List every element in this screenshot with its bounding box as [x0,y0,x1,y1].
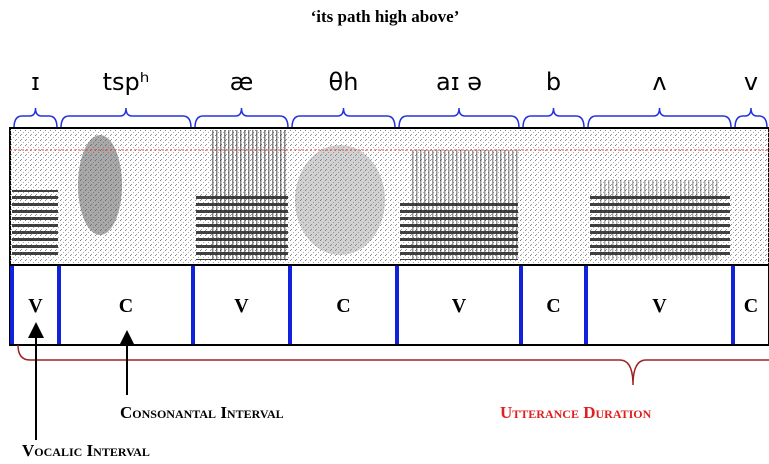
segment-label: ɪ [31,68,40,96]
utterance-bracket [18,345,769,385]
segment-label: æ [230,68,254,96]
segment-label: b [546,68,561,96]
segment-label: ʌ [652,68,666,96]
spectrogram [10,128,769,265]
interval-label: C [336,295,350,317]
diagram: ‘its path high above’ ɪ tspʰ æ θh aɪ ə b ʌ v V C… [0,0,769,464]
segment-label: tspʰ [103,68,150,96]
interval-label: C [546,295,560,317]
interval-label: V [28,295,43,317]
segment-label: θh [329,68,359,96]
brace [292,108,395,128]
brace [523,108,584,128]
brace [399,108,519,128]
interval-label: V [452,295,467,317]
brace [14,108,57,128]
brace [735,108,767,128]
vocalic-label: Vocalic Interval [22,441,150,460]
utterance-label: Utterance Duration [500,403,652,422]
interval-label: V [234,295,249,317]
brace [195,108,288,128]
segment-labels: ɪ tspʰ æ θh aɪ ə b ʌ v [14,68,767,128]
brace [588,108,731,128]
brace [61,108,191,128]
interval-label: C [744,295,758,317]
segment-label: v [744,68,758,96]
segment-label: aɪ ə [436,68,482,96]
interval-label: V [652,295,667,317]
title: ‘its path high above’ [311,7,460,26]
consonantal-label: Consonantal Interval [120,403,284,422]
interval-label: C [119,295,133,317]
